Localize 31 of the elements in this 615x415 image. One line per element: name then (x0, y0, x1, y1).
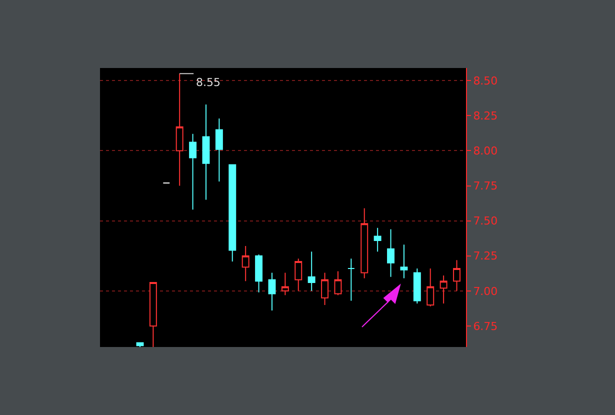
y-tick-label: 8.25 (473, 110, 498, 123)
y-tick-label: 7.50 (473, 214, 498, 228)
candlestick (189, 133, 197, 210)
candlestick (413, 268, 421, 304)
y-tick-label: 6.75 (473, 320, 498, 333)
candlestick (281, 272, 289, 296)
candlestick (400, 244, 408, 279)
candlestick (374, 227, 382, 252)
candlestick (426, 268, 434, 307)
y-tick-label: 8.00 (473, 144, 498, 158)
candlestick (387, 228, 394, 278)
y-tick-label: 8.50 (473, 74, 498, 88)
candlestick (202, 104, 210, 200)
candlestick (440, 275, 448, 304)
candlestick (360, 208, 368, 279)
candlestick (308, 251, 316, 292)
candlestick (347, 258, 355, 302)
candlestick (228, 164, 236, 262)
y-tick-label: 7.00 (473, 284, 498, 298)
candlestick (176, 73, 184, 186)
y-tick-label: 7.25 (473, 250, 498, 263)
candlestick (294, 258, 302, 292)
candlestick (453, 260, 460, 292)
candlestick (255, 254, 263, 293)
candlestick (321, 272, 329, 306)
candlestick (242, 246, 250, 282)
candlestick (268, 272, 276, 312)
y-tick-label: 7.75 (473, 180, 498, 193)
candlestick (334, 270, 342, 296)
candlestick (215, 118, 223, 182)
annotation: 8.55 (196, 76, 220, 89)
